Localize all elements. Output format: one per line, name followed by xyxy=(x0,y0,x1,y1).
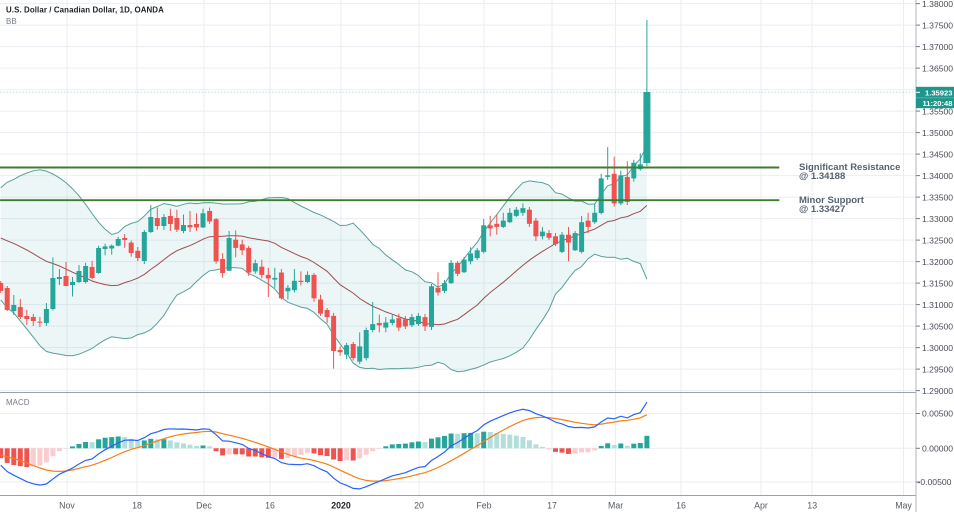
svg-text:1.31500: 1.31500 xyxy=(922,278,953,288)
svg-text:11:20:48: 11:20:48 xyxy=(923,99,953,108)
svg-text:1.35500: 1.35500 xyxy=(922,106,953,116)
svg-text:1.32000: 1.32000 xyxy=(922,257,953,267)
svg-text:13: 13 xyxy=(807,501,817,511)
svg-text:1.37500: 1.37500 xyxy=(922,20,953,30)
svg-text:-0.00500: -0.00500 xyxy=(918,477,952,487)
svg-text:2020: 2020 xyxy=(331,501,351,511)
svg-text:1.30000: 1.30000 xyxy=(922,343,953,353)
svg-text:Minor Support: Minor Support xyxy=(799,195,865,206)
svg-text:1.37000: 1.37000 xyxy=(922,42,953,52)
svg-text:0.00000: 0.00000 xyxy=(922,444,953,454)
svg-text:1.36500: 1.36500 xyxy=(922,63,953,73)
svg-text:18: 18 xyxy=(132,501,142,511)
svg-text:1.29000: 1.29000 xyxy=(922,386,953,396)
svg-text:Significant Resistance: Significant Resistance xyxy=(799,162,900,173)
svg-text:Apr: Apr xyxy=(754,501,768,511)
svg-text:16: 16 xyxy=(676,501,686,511)
svg-text:1.35000: 1.35000 xyxy=(922,128,953,138)
svg-text:May: May xyxy=(895,501,912,511)
svg-text:1.32500: 1.32500 xyxy=(922,235,953,245)
svg-text:1.33000: 1.33000 xyxy=(922,214,953,224)
svg-text:1.34500: 1.34500 xyxy=(922,149,953,159)
svg-text:Feb: Feb xyxy=(476,501,491,511)
svg-text:1.33500: 1.33500 xyxy=(922,192,953,202)
svg-text:0.00500: 0.00500 xyxy=(922,409,953,419)
svg-text:17: 17 xyxy=(547,501,557,511)
svg-text:MACD: MACD xyxy=(6,398,30,407)
svg-text:Nov: Nov xyxy=(59,501,75,511)
svg-text:Mar: Mar xyxy=(608,501,623,511)
svg-text:20: 20 xyxy=(414,501,424,511)
svg-text:BB: BB xyxy=(6,17,17,26)
svg-text:Dec: Dec xyxy=(196,501,212,511)
svg-text:1.35923: 1.35923 xyxy=(925,88,952,97)
svg-text:1.31000: 1.31000 xyxy=(922,300,953,310)
svg-text:1.30500: 1.30500 xyxy=(922,321,953,331)
svg-text:@ 1.34188: @ 1.34188 xyxy=(799,171,845,182)
svg-text:1.29500: 1.29500 xyxy=(922,364,953,374)
svg-text:@ 1.33427: @ 1.33427 xyxy=(799,204,845,215)
svg-text:U.S. Dollar / Canadian Dollar,: U.S. Dollar / Canadian Dollar, 1D, OANDA xyxy=(6,6,164,15)
svg-text:1.38000: 1.38000 xyxy=(922,0,953,9)
svg-text:16: 16 xyxy=(265,501,275,511)
svg-text:1.34000: 1.34000 xyxy=(922,171,953,181)
